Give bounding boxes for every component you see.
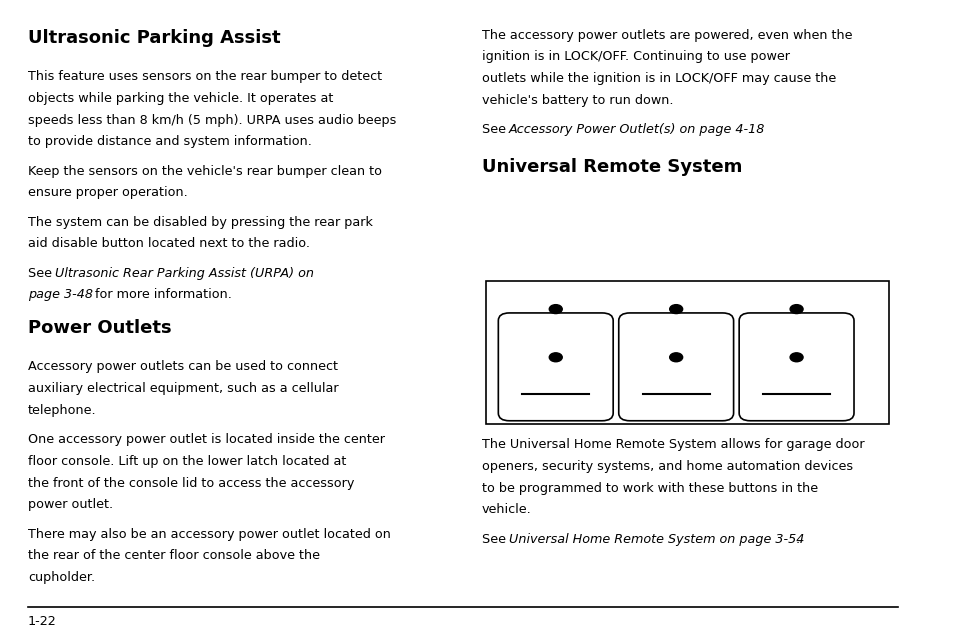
- Text: for more information.: for more information.: [91, 288, 232, 301]
- FancyBboxPatch shape: [486, 281, 888, 424]
- Circle shape: [549, 353, 561, 362]
- Text: objects while parking the vehicle. It operates at: objects while parking the vehicle. It op…: [28, 92, 333, 105]
- Circle shape: [789, 304, 802, 313]
- Text: speeds less than 8 km/h (5 mph). URPA uses audio beeps: speeds less than 8 km/h (5 mph). URPA us…: [28, 114, 395, 126]
- Text: vehicle's battery to run down.: vehicle's battery to run down.: [481, 94, 673, 107]
- Text: the rear of the center floor console above the: the rear of the center floor console abo…: [28, 549, 319, 562]
- Text: vehicle.: vehicle.: [481, 503, 531, 516]
- Text: floor console. Lift up on the lower latch located at: floor console. Lift up on the lower latc…: [28, 455, 346, 468]
- Text: .: .: [795, 533, 799, 545]
- Circle shape: [549, 304, 561, 313]
- Text: openers, security systems, and home automation devices: openers, security systems, and home auto…: [481, 460, 852, 473]
- Text: There may also be an accessory power outlet located on: There may also be an accessory power out…: [28, 528, 390, 540]
- FancyBboxPatch shape: [618, 313, 733, 421]
- Text: ensure proper operation.: ensure proper operation.: [28, 186, 188, 199]
- Circle shape: [669, 353, 682, 362]
- Text: cupholder.: cupholder.: [28, 571, 94, 584]
- Text: The system can be disabled by pressing the rear park: The system can be disabled by pressing t…: [28, 216, 373, 228]
- Text: power outlet.: power outlet.: [28, 498, 112, 511]
- Text: to be programmed to work with these buttons in the: to be programmed to work with these butt…: [481, 482, 817, 494]
- Text: This feature uses sensors on the rear bumper to detect: This feature uses sensors on the rear bu…: [28, 70, 381, 83]
- Text: ignition is in LOCK/OFF. Continuing to use power: ignition is in LOCK/OFF. Continuing to u…: [481, 50, 789, 63]
- Text: 1-22: 1-22: [28, 615, 56, 628]
- Text: See: See: [481, 533, 509, 545]
- Text: See: See: [28, 267, 55, 279]
- Text: .: .: [757, 123, 761, 136]
- FancyBboxPatch shape: [497, 313, 613, 421]
- Text: Accessory power outlets can be used to connect: Accessory power outlets can be used to c…: [28, 360, 337, 373]
- Text: Universal Home Remote System on page 3-54: Universal Home Remote System on page 3-5…: [508, 533, 803, 545]
- Text: One accessory power outlet is located inside the center: One accessory power outlet is located in…: [28, 433, 384, 446]
- Circle shape: [789, 353, 802, 362]
- Text: the front of the console lid to access the accessory: the front of the console lid to access t…: [28, 477, 354, 489]
- Text: See: See: [481, 123, 509, 136]
- Text: Universal Remote System: Universal Remote System: [481, 158, 741, 176]
- Text: Accessory Power Outlet(s) on page 4-18: Accessory Power Outlet(s) on page 4-18: [508, 123, 764, 136]
- Text: The accessory power outlets are powered, even when the: The accessory power outlets are powered,…: [481, 29, 851, 41]
- Text: The Universal Home Remote System allows for garage door: The Universal Home Remote System allows …: [481, 438, 863, 451]
- Text: aid disable button located next to the radio.: aid disable button located next to the r…: [28, 237, 310, 250]
- Circle shape: [669, 304, 682, 313]
- Text: Keep the sensors on the vehicle's rear bumper clean to: Keep the sensors on the vehicle's rear b…: [28, 165, 381, 177]
- Text: telephone.: telephone.: [28, 404, 96, 417]
- Text: auxiliary electrical equipment, such as a cellular: auxiliary electrical equipment, such as …: [28, 382, 338, 395]
- Text: to provide distance and system information.: to provide distance and system informati…: [28, 135, 312, 148]
- Text: Power Outlets: Power Outlets: [28, 319, 172, 337]
- FancyBboxPatch shape: [739, 313, 853, 421]
- Text: outlets while the ignition is in LOCK/OFF may cause the: outlets while the ignition is in LOCK/OF…: [481, 72, 835, 85]
- Text: Ultrasonic Parking Assist: Ultrasonic Parking Assist: [28, 29, 280, 47]
- Text: page 3-48: page 3-48: [28, 288, 92, 301]
- Text: Ultrasonic Rear Parking Assist (URPA) on: Ultrasonic Rear Parking Assist (URPA) on: [55, 267, 314, 279]
